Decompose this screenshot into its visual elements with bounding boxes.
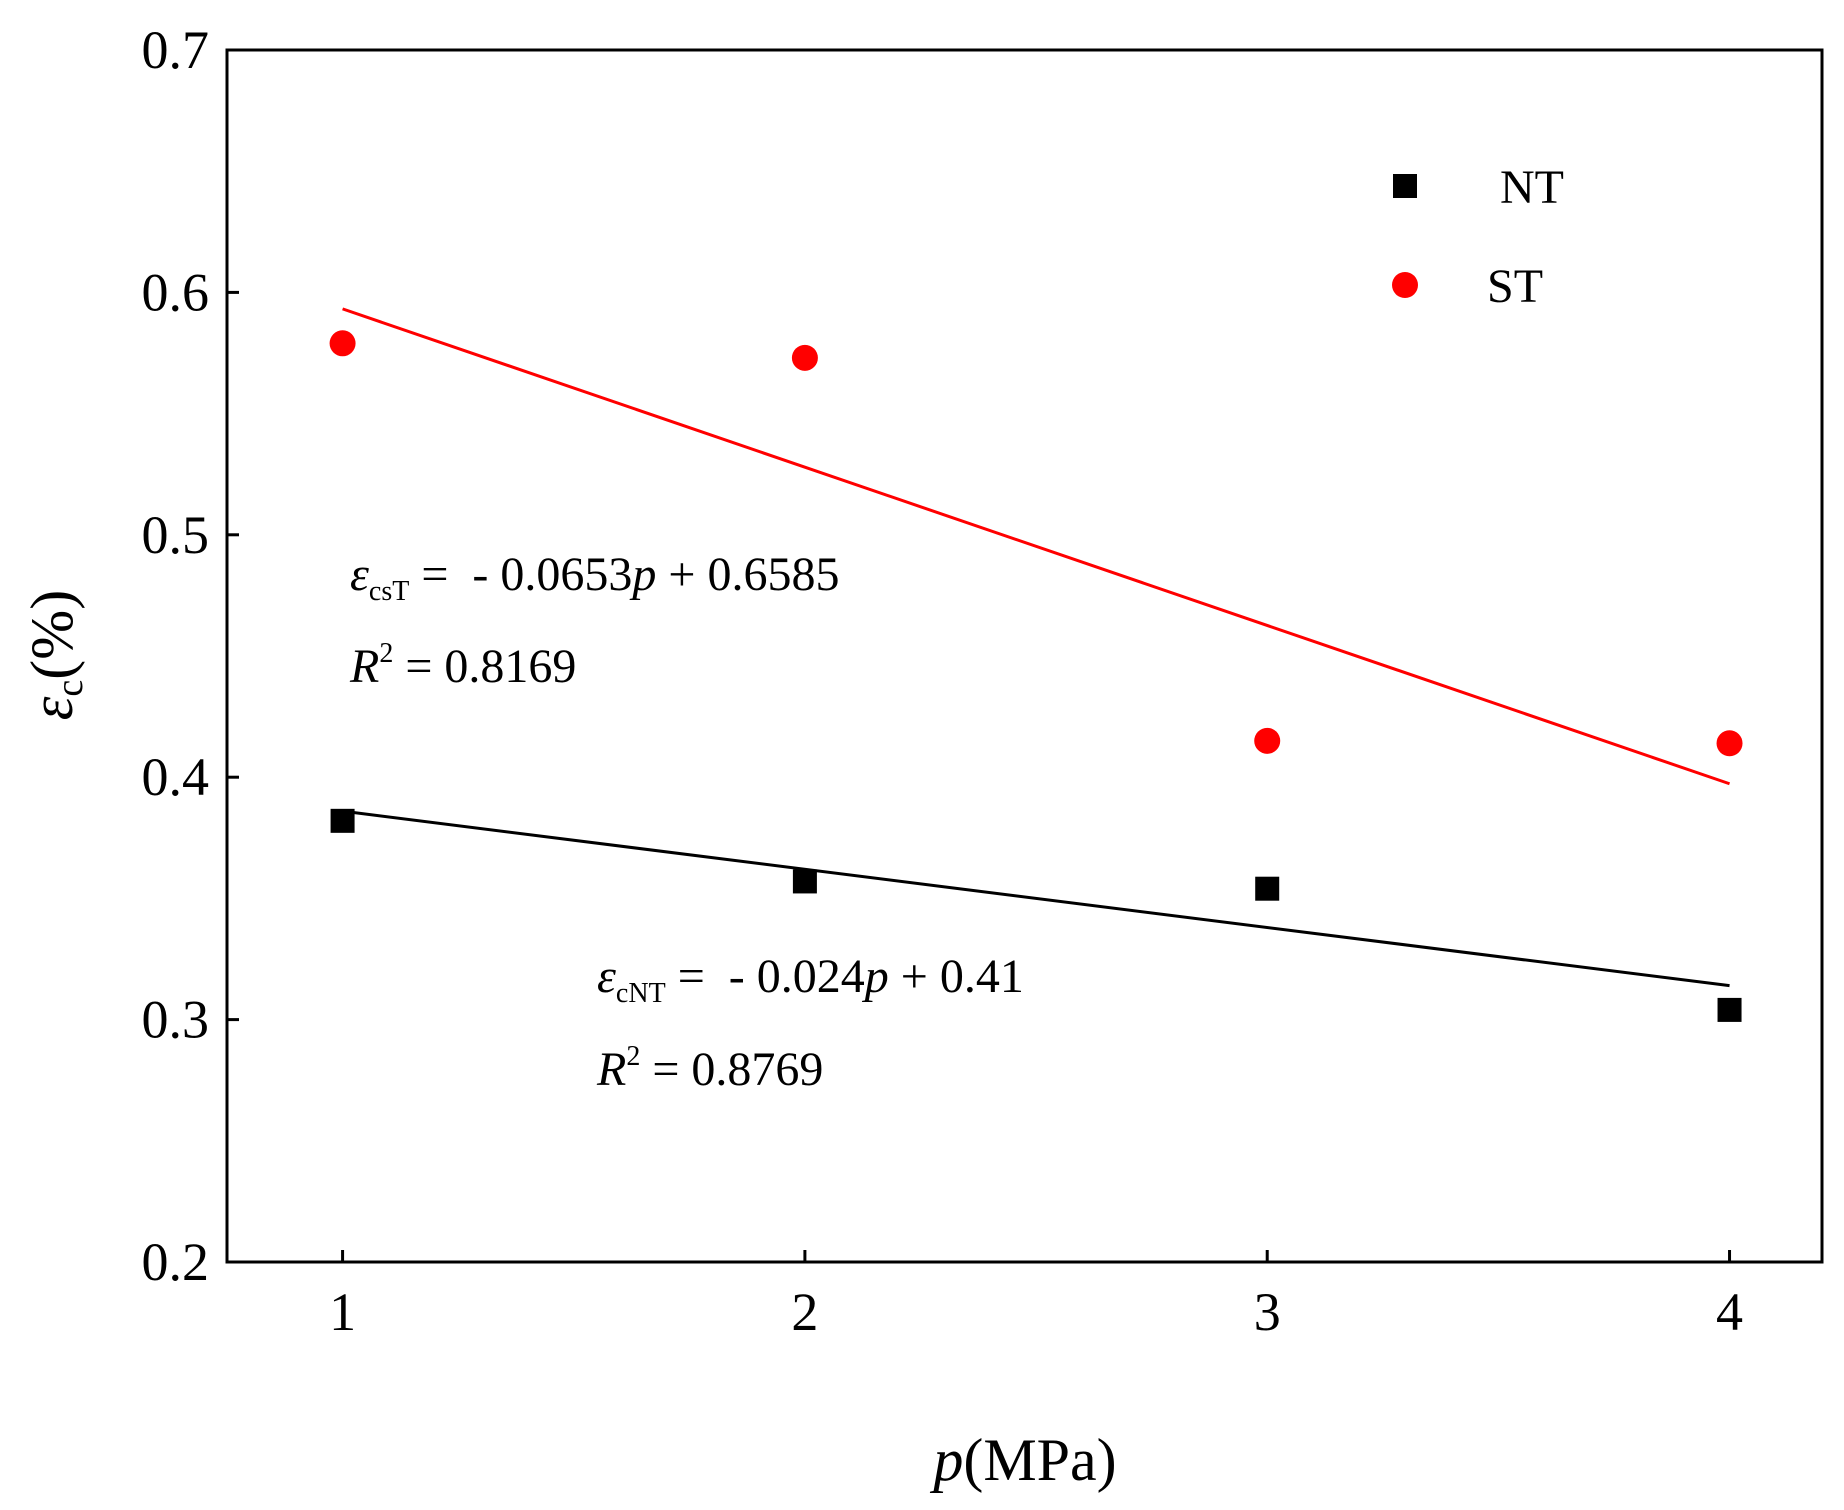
st-r2-sup: 2: [379, 638, 393, 669]
fit-lines: [342, 307, 1731, 988]
x-axis-label: p(MPa): [929, 1427, 1116, 1493]
plot-frame: [225, 48, 1824, 1264]
legend: NT ST: [1392, 161, 1564, 313]
point-nt: [792, 869, 817, 894]
y-axis-label-subscript: c: [49, 680, 91, 697]
legend-label-st: ST: [1487, 260, 1543, 313]
x-axis-label-unit: (MPa): [963, 1427, 1116, 1493]
legend-label-nt: NT: [1500, 161, 1564, 214]
nt-eq-rest-a: = - 0.024: [666, 950, 865, 1003]
nt-fit-annotation: εcNT = - 0.024p + 0.41 R2 = 0.8769: [596, 950, 1024, 1096]
y-tick-label: 0.6: [142, 262, 210, 322]
legend-marker-st: [1392, 272, 1418, 298]
x-axis-label-var: p: [929, 1427, 963, 1493]
st-eq-rest-b: + 0.6585: [656, 548, 839, 601]
y-tick-label: 0.2: [142, 1232, 210, 1292]
nt-eq-subscript: cNT: [616, 978, 666, 1009]
legend-marker-nt: [1393, 174, 1417, 198]
nt-r2-rest: = 0.8769: [640, 1043, 823, 1096]
point-st: [1716, 730, 1743, 757]
fit-line-st: [342, 307, 1731, 786]
data-points: [329, 330, 1743, 1022]
y-axis-ticks: 0.2 0.3 0.4 0.5 0.6 0.7: [142, 20, 239, 1292]
point-st: [791, 344, 818, 371]
y-tick-label: 0.7: [142, 20, 210, 80]
st-eq-subscript: csT: [369, 576, 409, 607]
y-axis-label: εc(%): [19, 590, 91, 720]
st-fit-equation: εcsT = - 0.0653p + 0.6585: [350, 548, 840, 607]
nt-eq-rest-b: + 0.41: [889, 950, 1024, 1003]
nt-eq-var: p: [862, 950, 889, 1003]
y-tick-label: 0.4: [142, 747, 210, 807]
y-axis-label-unit: (%): [19, 590, 85, 680]
st-eq-symbol: ε: [350, 548, 369, 601]
point-nt: [1717, 997, 1742, 1022]
point-st: [329, 330, 356, 357]
y-tick-label: 0.5: [142, 505, 210, 565]
x-tick-label: 3: [1254, 1282, 1281, 1342]
point-nt: [330, 808, 355, 833]
x-tick-label: 4: [1716, 1282, 1743, 1342]
x-tick-label: 1: [329, 1282, 356, 1342]
point-nt: [1255, 876, 1280, 901]
nt-r2-symbol: R: [596, 1043, 626, 1096]
st-fit-r2: R2 = 0.8169: [349, 638, 576, 693]
nt-eq-symbol: ε: [597, 950, 616, 1003]
st-r2-rest: = 0.8169: [393, 640, 576, 693]
st-eq-var: p: [629, 548, 656, 601]
y-tick-label: 0.3: [142, 990, 210, 1050]
y-axis-label-symbol: ε: [19, 696, 85, 720]
st-fit-annotation: εcsT = - 0.0653p + 0.6585 R2 = 0.8169: [349, 548, 840, 693]
nt-r2-sup: 2: [626, 1041, 640, 1072]
fit-line-nt: [342, 809, 1730, 988]
st-r2-symbol: R: [349, 640, 379, 693]
nt-fit-equation: εcNT = - 0.024p + 0.41: [597, 950, 1024, 1009]
point-st: [1254, 727, 1281, 754]
nt-fit-r2: R2 = 0.8769: [596, 1041, 823, 1096]
x-tick-label: 2: [791, 1282, 818, 1342]
st-eq-rest-a: = - 0.0653: [409, 548, 632, 601]
x-axis-ticks: 1 2 3 4: [329, 1250, 1743, 1342]
